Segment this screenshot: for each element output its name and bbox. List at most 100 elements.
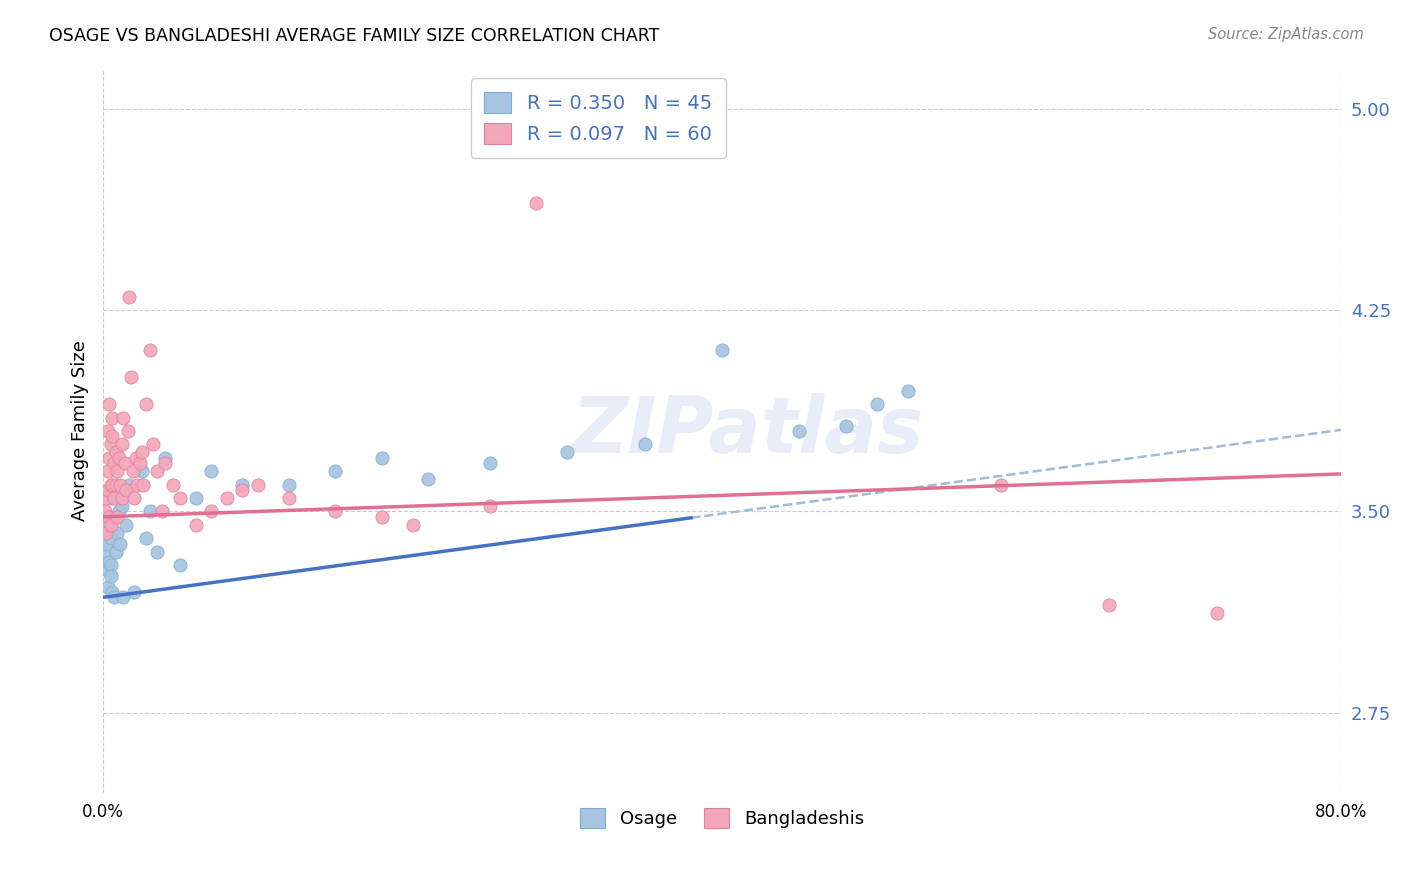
Point — [401, 517, 423, 532]
Point — [162, 477, 184, 491]
Point — [146, 545, 169, 559]
Point — [118, 477, 141, 491]
Point — [150, 504, 173, 518]
Point — [184, 517, 207, 532]
Point — [897, 384, 920, 398]
Text: OSAGE VS BANGLADESHI AVERAGE FAMILY SIZE CORRELATION CHART: OSAGE VS BANGLADESHI AVERAGE FAMILY SIZE… — [49, 27, 659, 45]
Point — [108, 537, 131, 551]
Point — [138, 343, 160, 358]
Point — [277, 477, 299, 491]
Point — [107, 504, 129, 518]
Point — [97, 517, 120, 532]
Point — [215, 491, 238, 505]
Point — [169, 491, 191, 505]
Point — [138, 504, 160, 518]
Point — [114, 456, 136, 470]
Point — [121, 464, 143, 478]
Point — [93, 504, 115, 518]
Point — [103, 509, 125, 524]
Point — [97, 424, 120, 438]
Point — [169, 558, 191, 573]
Legend: Osage, Bangladeshis: Osage, Bangladeshis — [574, 801, 872, 835]
Point — [120, 370, 142, 384]
Point — [97, 580, 120, 594]
Point — [101, 429, 124, 443]
Y-axis label: Average Family Size: Average Family Size — [72, 341, 89, 521]
Point — [104, 445, 127, 459]
Point — [127, 477, 149, 491]
Point — [115, 517, 138, 532]
Point — [104, 477, 127, 491]
Point — [98, 450, 121, 465]
Point — [990, 477, 1012, 491]
Point — [112, 410, 135, 425]
Point — [98, 556, 121, 570]
Point — [105, 525, 128, 540]
Point — [104, 545, 127, 559]
Point — [97, 464, 120, 478]
Point — [122, 491, 145, 505]
Point — [129, 456, 152, 470]
Point — [370, 450, 392, 465]
Point — [115, 483, 138, 497]
Point — [100, 569, 122, 583]
Point — [107, 450, 129, 465]
Point — [96, 525, 118, 540]
Point — [105, 509, 128, 524]
Point — [132, 477, 155, 491]
Point — [184, 491, 207, 505]
Point — [711, 343, 734, 358]
Point — [135, 397, 157, 411]
Point — [277, 491, 299, 505]
Point — [323, 504, 346, 518]
Point — [122, 585, 145, 599]
Point — [557, 445, 579, 459]
Point — [117, 424, 139, 438]
Point — [135, 531, 157, 545]
Point — [100, 477, 122, 491]
Point — [200, 504, 222, 518]
Text: Source: ZipAtlas.com: Source: ZipAtlas.com — [1208, 27, 1364, 42]
Point — [416, 472, 439, 486]
Point — [866, 397, 889, 411]
Point — [93, 545, 115, 559]
Point — [124, 450, 146, 465]
Point — [323, 464, 346, 478]
Point — [101, 585, 124, 599]
Text: ZIPatlas: ZIPatlas — [571, 393, 922, 469]
Point — [231, 477, 253, 491]
Point — [100, 558, 122, 573]
Point — [97, 564, 120, 578]
Point — [370, 509, 392, 524]
Point — [478, 499, 501, 513]
Point — [103, 456, 125, 470]
Point — [131, 445, 153, 459]
Point — [634, 437, 657, 451]
Point — [100, 517, 122, 532]
Point — [97, 483, 120, 497]
Point — [200, 464, 222, 478]
Point — [100, 437, 122, 451]
Point — [98, 509, 121, 524]
Point — [153, 450, 176, 465]
Point — [1098, 599, 1121, 613]
Point — [96, 491, 118, 505]
Point — [101, 491, 124, 505]
Point — [103, 591, 125, 605]
Point — [111, 499, 134, 513]
Point — [478, 456, 501, 470]
Point — [105, 464, 128, 478]
Point — [101, 477, 124, 491]
Point — [96, 537, 118, 551]
Point — [835, 418, 858, 433]
Point — [131, 464, 153, 478]
Point — [231, 483, 253, 497]
Point — [789, 424, 811, 438]
Point — [108, 477, 131, 491]
Point — [111, 437, 134, 451]
Point — [111, 491, 134, 505]
Point — [100, 531, 122, 545]
Point — [246, 477, 269, 491]
Point — [142, 437, 165, 451]
Point — [146, 464, 169, 478]
